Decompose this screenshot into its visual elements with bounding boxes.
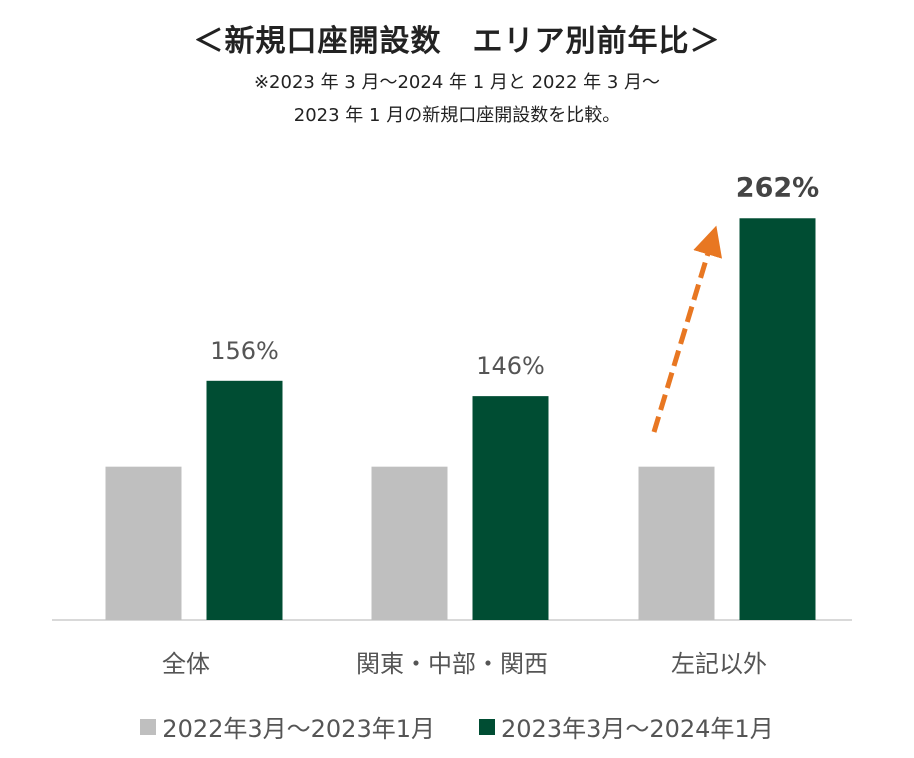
bar-curr-1 xyxy=(472,396,549,620)
legend-swatch-curr xyxy=(479,718,495,735)
bar-curr-2 xyxy=(739,218,816,620)
category-label-0: 全体 xyxy=(162,650,210,678)
data-label-1: 146% xyxy=(476,352,545,380)
legend-item-prev: 2022年3月～2023年1月 xyxy=(140,709,435,744)
bar-chart: 156% 全体 146% 関東・中部・関西 262% 左記以外 xyxy=(52,172,852,678)
legend-swatch-prev xyxy=(140,718,157,735)
bar-prev-0 xyxy=(105,466,182,620)
bar-curr-0 xyxy=(206,380,283,620)
category-label-2: 左記以外 xyxy=(671,650,767,678)
chart-title: ＜新規口座開設数 エリア別前年比＞ xyxy=(193,24,721,59)
growth-arrow xyxy=(651,225,723,433)
chart-subtitle-line1: ※2023 年 3 月～2024 年 1 月と 2022 年 3 月～ xyxy=(253,72,661,93)
category-label-1: 関東・中部・関西 xyxy=(356,650,548,678)
legend-label-prev: 2022年3月～2023年1月 xyxy=(162,715,435,743)
bar-prev-2 xyxy=(638,466,715,620)
data-label-2: 262% xyxy=(736,172,819,203)
chart-subtitle-line2: 2023 年 1 月の新規口座開設数を比較。 xyxy=(293,105,621,126)
legend-label-curr: 2023年3月～2024年1月 xyxy=(501,715,774,743)
legend-item-curr: 2023年3月～2024年1月 xyxy=(479,709,774,744)
bar-prev-1 xyxy=(371,466,448,620)
legend: 2022年3月～2023年1月 2023年3月～2024年1月 xyxy=(0,709,914,744)
data-label-0: 156% xyxy=(210,337,279,365)
